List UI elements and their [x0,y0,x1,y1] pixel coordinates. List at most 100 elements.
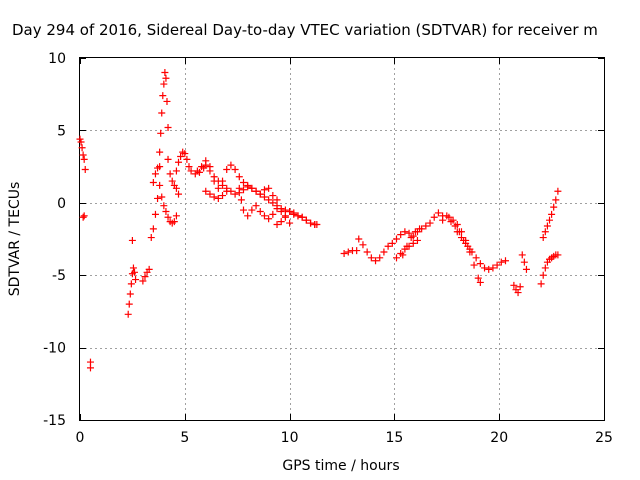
series-arc13 [193,157,281,204]
series-arc3 [86,358,94,372]
data-point [206,163,214,171]
series-arc9 [156,68,172,156]
data-point [260,193,268,201]
data-point [162,207,170,215]
series-arc7 [147,181,164,242]
data-point [516,283,524,291]
data-point [77,138,85,146]
data-point [265,215,273,223]
data-point [481,264,489,272]
data-point [359,241,367,249]
data-point [78,144,86,152]
data-point [256,190,264,198]
data-point [426,219,434,227]
data-point [546,216,554,224]
data-point [231,165,239,173]
data-points [76,68,562,372]
x-tick-label: 10 [281,430,299,446]
data-point [430,213,438,221]
data-point [363,248,371,256]
data-point [157,129,165,137]
data-point [126,290,134,298]
data-point [154,194,162,202]
data-point [445,213,453,221]
data-point [265,184,273,192]
data-point [273,196,281,204]
data-point [227,161,235,169]
data-point [298,213,306,221]
data-point [466,245,474,253]
data-point [367,254,375,262]
data-point [380,248,388,256]
series-arc6 [139,265,153,285]
data-point [159,92,167,100]
data-point [260,212,268,220]
data-point [181,150,189,158]
data-point [399,251,407,259]
series-arc4 [124,264,140,318]
data-point [409,239,417,247]
x-tick-label: 0 [76,430,85,446]
data-point [163,97,171,105]
data-point [164,213,172,221]
data-point [449,216,457,224]
data-point [79,213,87,221]
data-point [214,194,222,202]
y-tick-label: 10 [48,51,66,67]
data-point [470,261,478,269]
data-point [185,163,193,171]
data-point [161,68,169,76]
data-point [156,148,164,156]
data-point [550,203,558,211]
data-point [472,254,480,262]
series-arc2 [79,212,88,221]
series-arc1 [76,135,89,173]
data-point [149,225,157,233]
data-point [554,187,562,195]
data-point [453,228,461,236]
data-point [344,248,352,256]
data-point [168,177,176,185]
data-point [522,265,530,273]
data-point [520,258,528,266]
x-tick-labels: 0 5 10 15 20 25 [76,430,613,446]
data-point [237,196,245,204]
data-point [462,239,470,247]
data-point [124,310,132,318]
data-point [514,289,522,297]
data-point [413,236,421,244]
y-tick-label: -10 [43,341,66,357]
data-point [539,271,547,279]
data-point [439,216,447,224]
data-point [127,280,135,288]
data-point [132,276,140,284]
data-point [260,186,268,194]
data-point [543,222,551,230]
data-point [552,196,560,204]
data-point [388,239,396,247]
data-point [537,280,545,288]
data-point [294,212,302,220]
series-arc17 [340,247,361,257]
data-point [235,173,243,181]
data-point [539,234,547,242]
data-point [256,207,264,215]
y-tick-labels: -15 -10 -5 0 5 10 [43,51,66,429]
data-point [252,202,260,210]
data-point [130,268,138,276]
data-point [187,167,195,175]
data-point [210,193,218,201]
data-point [129,264,137,272]
data-point [223,187,231,195]
data-point [376,254,384,262]
data-point [277,207,285,215]
data-point [541,228,549,236]
x-axis-label: GPS time / hours [282,458,399,474]
x-tick-label: 5 [180,430,189,446]
data-point [392,254,400,262]
data-point [407,234,415,242]
data-point [286,219,294,227]
data-point [81,165,89,173]
grid-lines [80,58,604,420]
